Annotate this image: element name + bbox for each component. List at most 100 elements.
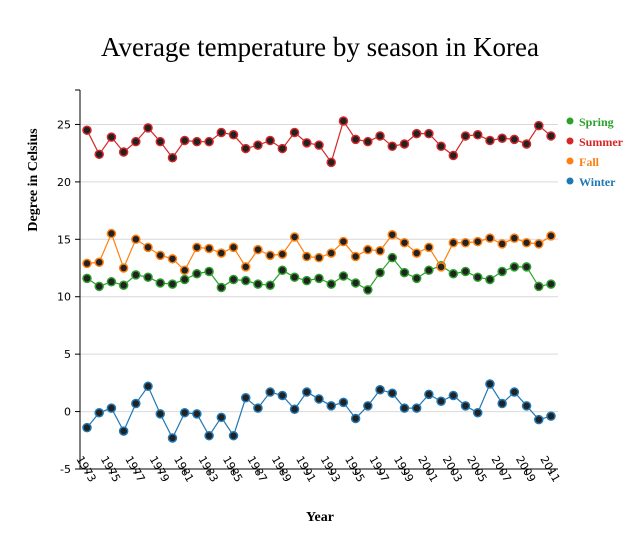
spring-point [448, 269, 459, 279]
y-tick-label: 20 [57, 176, 71, 189]
summer-point [143, 123, 153, 133]
fall-point [289, 232, 300, 242]
winter-point [424, 389, 434, 400]
spring-point [424, 265, 434, 276]
spring-point [131, 270, 141, 280]
fall-point [485, 233, 495, 243]
spring-point [265, 280, 275, 290]
summer-point [192, 136, 202, 147]
summer-point [289, 127, 300, 138]
spring-point [167, 279, 178, 289]
summer-point [363, 136, 373, 147]
y-tick-label: 5 [64, 348, 71, 361]
spring-point [338, 271, 349, 281]
spring-point [411, 273, 422, 284]
fall-point [82, 258, 92, 269]
fall-point [460, 237, 471, 248]
winter-point [448, 390, 459, 401]
winter-point [131, 398, 141, 409]
fall-point [399, 237, 410, 248]
winter-point [253, 403, 263, 413]
series-winter [82, 379, 556, 443]
series-summer [82, 116, 556, 168]
spring-point [118, 280, 129, 290]
fall-point [192, 242, 202, 253]
summer-point [326, 157, 336, 168]
fall-point [387, 229, 398, 240]
fall-point [436, 262, 446, 272]
y-tick-label: -5 [60, 463, 71, 476]
winter-point [143, 381, 153, 392]
spring-point [289, 272, 300, 282]
legend-label-winter: Winter [579, 175, 616, 189]
summer-point [448, 150, 459, 161]
winter-point [240, 393, 251, 403]
fall-point [411, 248, 422, 258]
winter-point [485, 379, 495, 389]
winter-point [167, 433, 178, 443]
series-spring [82, 252, 556, 295]
fall-point [143, 242, 153, 253]
winter-point [546, 411, 556, 421]
fall-point [350, 251, 361, 262]
spring-point [277, 265, 288, 276]
fall-point [424, 242, 434, 253]
y-tick-label: 10 [57, 291, 71, 304]
summer-point [106, 132, 117, 142]
spring-point [363, 285, 373, 295]
spring-point [509, 262, 520, 272]
summer-point [534, 120, 544, 131]
fall-point [216, 248, 227, 258]
fall-point [240, 262, 251, 272]
fall-point [363, 244, 373, 255]
summer-point [240, 143, 251, 154]
summer-point [460, 131, 471, 141]
summer-point [155, 136, 166, 147]
fall-point [302, 251, 312, 262]
summer-point [131, 136, 141, 147]
summer-point [472, 130, 483, 140]
fall-point [534, 239, 544, 249]
gridlines [80, 123, 558, 413]
fall-point [546, 231, 556, 241]
spring-point [94, 281, 104, 292]
fall-point [375, 246, 385, 256]
fall-point [521, 237, 532, 248]
winter-point [472, 407, 483, 418]
winter-point [155, 409, 166, 419]
x-axis-label: Year [306, 510, 334, 525]
summer-point [253, 140, 263, 150]
summer-point [436, 141, 446, 152]
fall-point [106, 228, 117, 239]
summer-point [94, 149, 104, 160]
summer-point [228, 130, 239, 140]
summer-point [179, 135, 190, 146]
fall-point [265, 250, 275, 261]
winter-point [534, 414, 544, 425]
winter-point [326, 401, 336, 411]
fall-point [338, 236, 349, 247]
fall-point [155, 250, 166, 261]
y-axis-label: Degree in Celsius [26, 128, 41, 232]
summer-point [216, 127, 227, 138]
legend-label-fall: Fall [579, 155, 600, 169]
spring-point [472, 272, 483, 282]
fall-point [497, 239, 507, 249]
spring-point [534, 281, 544, 292]
spring-point [521, 262, 532, 272]
y-tick-label: 25 [57, 118, 71, 131]
summer-point [399, 139, 410, 149]
winter-point [509, 387, 520, 397]
spring-point [216, 282, 227, 293]
winter-point [118, 426, 129, 436]
winter-point [411, 403, 422, 413]
summer-point [387, 141, 398, 152]
winter-point [192, 409, 202, 419]
spring-point [179, 274, 190, 285]
winter-point [497, 398, 507, 409]
fall-point [448, 237, 459, 248]
summer-point [485, 135, 495, 146]
spring-point [204, 266, 214, 277]
summer-point [167, 153, 178, 163]
